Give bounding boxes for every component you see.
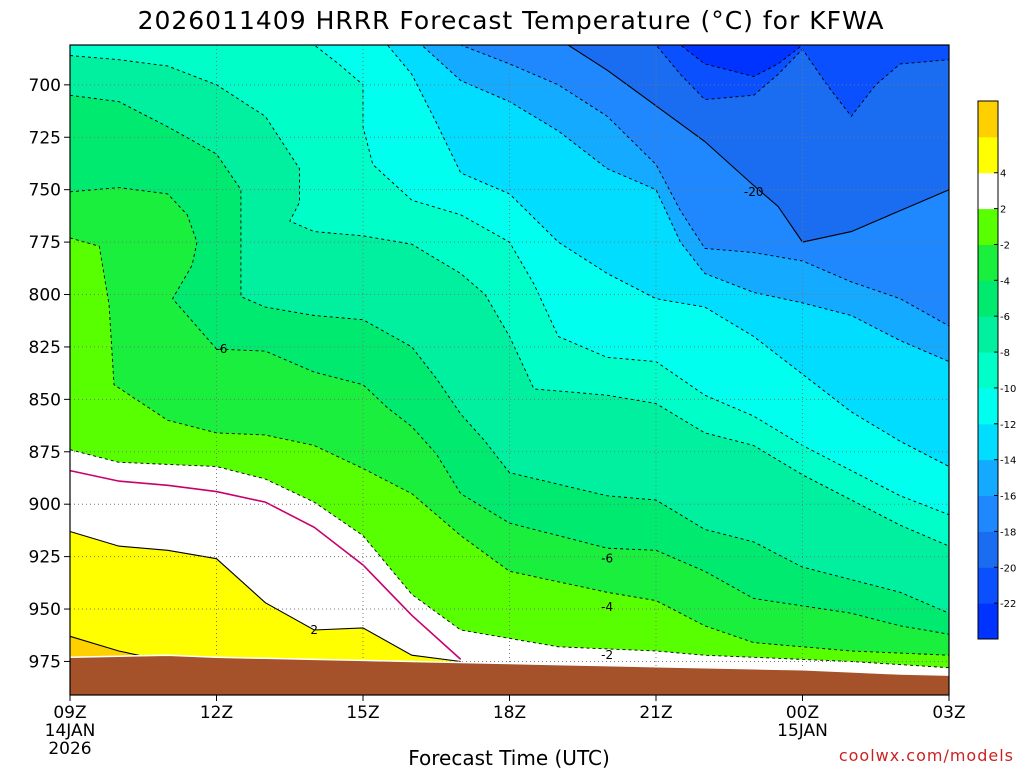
contour-label: -6 (601, 552, 613, 566)
band-lt-neg4-contour (69, 237, 950, 656)
contour-label: 2 (310, 623, 318, 637)
x-tick-label: 09Z (53, 703, 86, 723)
band-lt-neg24 (70, 45, 949, 77)
x-tick-label: 15JAN (777, 721, 828, 741)
colorbar-label: -16 (1000, 492, 1016, 503)
y-tick-label: 850 (29, 390, 61, 410)
y-tick-label: 925 (29, 548, 61, 568)
y-tick-label: 825 (29, 338, 61, 358)
colorbar-bin (978, 387, 998, 425)
colorbar-bin (978, 423, 998, 461)
colorbar-bin (978, 603, 998, 640)
colorbar-bin (978, 244, 998, 281)
grid-lines (70, 45, 949, 695)
y-tick-label: 900 (29, 495, 61, 515)
contour-label: -6 (215, 342, 227, 356)
band-lt-neg14-contour (70, 44, 950, 467)
colorbar-bin (978, 352, 998, 389)
x-tick-label: 00Z (786, 703, 819, 723)
chart-title: 2026011409 HRRR Forecast Temperature (°C… (138, 6, 885, 35)
y-tick-label: 700 (29, 76, 61, 96)
x-tick-label: 12Z (200, 703, 233, 723)
contour-label: -4 (601, 600, 613, 614)
x-tick-label: 03Z (932, 703, 965, 723)
colorbar-label: -8 (1000, 348, 1010, 359)
y-tick-label: 950 (29, 600, 61, 620)
colorbar-label: -2 (1000, 240, 1010, 251)
colorbar-label: -6 (1000, 312, 1010, 323)
y-axis: 700 725 750 775 800 825 850 875 900 925 950 975 (29, 76, 70, 672)
plot-area: -20 -6 -6 -4 2 -2 (69, 44, 950, 696)
colorbar-frame (977, 100, 999, 640)
band-lt-neg22-contour (70, 44, 950, 118)
x-tick-label: 2026 (48, 739, 91, 759)
colorbar-legend: -22-20-18-16-14-12-10-8-6-4-224 (977, 100, 1016, 640)
y-tick-label: 975 (29, 652, 61, 672)
band-lt-neg10-contour (69, 55, 950, 547)
colorbar-bin (978, 459, 998, 497)
colorbar-bin (978, 101, 998, 138)
colorbar-bin (978, 567, 998, 604)
colorbar-bin (978, 316, 998, 353)
terrain-fill (70, 655, 949, 695)
surface-line (69, 654, 950, 676)
contour-label: -20 (744, 185, 764, 199)
colorbar-bin (978, 136, 998, 174)
zero-degree-contour (69, 469, 462, 660)
contour-labels: -20 -6 -6 -4 2 -2 (215, 185, 763, 662)
colorbar-label: -10 (1000, 384, 1016, 395)
y-tick-label: 725 (29, 128, 61, 148)
colorbar-bin (978, 531, 998, 568)
colorbar-label: 2 (1000, 205, 1006, 216)
band-lt-neg18-contour (70, 44, 950, 327)
colorbar-bin (978, 172, 998, 210)
colorbar-label: -22 (1000, 599, 1016, 610)
credit-link[interactable]: coolwx.com/models (839, 746, 1014, 765)
band-gt-2 (70, 531, 461, 695)
band-lt-neg16-contour (70, 44, 950, 363)
y-tick-label: 800 (29, 286, 61, 306)
colorbar-label: 4 (1000, 169, 1006, 180)
colorbar-label: -14 (1000, 456, 1016, 467)
y-tick-label: 750 (29, 181, 61, 201)
colorbar-label: -4 (1000, 276, 1010, 287)
contour-fill-layers (70, 45, 949, 695)
band-lt-neg2-contour (69, 449, 950, 669)
band-lt-neg8-contour (69, 94, 950, 614)
band-lt-neg6-contour (69, 187, 950, 635)
terrain-layer (69, 654, 950, 695)
colorbar-bin (978, 208, 998, 245)
colorbar-label: -20 (1000, 563, 1016, 574)
x-tick-label: 18Z (493, 703, 526, 723)
band-gt-2-contour (69, 530, 461, 663)
x-tick-label: 21Z (639, 703, 672, 723)
band-lt-neg20-contour (70, 44, 950, 243)
colorbar-bin (978, 280, 998, 317)
x-tick-label: 14JAN (45, 721, 96, 741)
x-axis-title: Forecast Time (UTC) (408, 746, 610, 768)
colorbar-bin (978, 495, 998, 532)
y-tick-label: 875 (29, 443, 61, 463)
contour-label: -2 (601, 648, 613, 662)
colorbar-label: -12 (1000, 420, 1016, 431)
x-tick-label: 15Z (346, 703, 379, 723)
y-tick-label: 775 (29, 233, 61, 253)
colorbar-label: -18 (1000, 527, 1016, 538)
